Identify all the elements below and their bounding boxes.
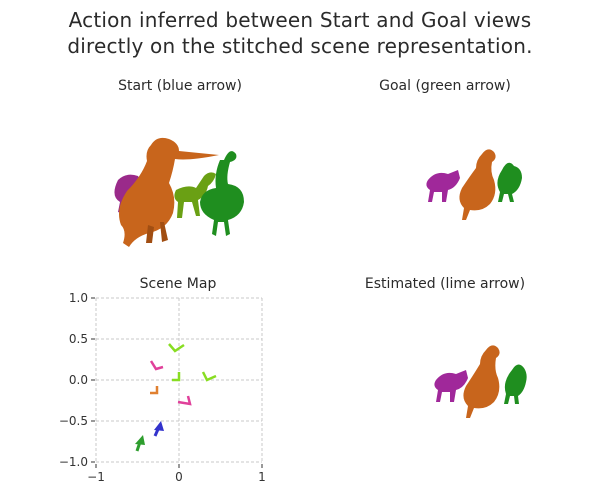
lime-deer xyxy=(174,172,216,218)
magenta-animal xyxy=(434,370,468,402)
start-panel-title: Start (blue arrow) xyxy=(118,78,242,94)
y-tick-label: −0.5 xyxy=(59,414,88,428)
camera-marker-lime xyxy=(172,372,181,382)
pelican xyxy=(459,149,496,220)
y-tick-label: −1.0 xyxy=(59,455,88,469)
green-ostrich xyxy=(200,151,244,236)
estimated-view-image xyxy=(434,345,527,418)
figure-title-line-1: Action inferred between Start and Goal v… xyxy=(68,8,532,32)
goal-view-image xyxy=(426,149,522,220)
x-tick-label: 1 xyxy=(258,470,266,484)
camera-marker-magenta xyxy=(177,395,192,406)
green-ostrich xyxy=(504,364,527,404)
x-tick-label: −1 xyxy=(87,470,105,484)
green-ostrich xyxy=(497,162,522,202)
pelican xyxy=(463,345,500,418)
goal-arrow xyxy=(135,435,145,452)
start-view-image xyxy=(114,137,244,247)
y-tick-label: 1.0 xyxy=(69,291,88,305)
scene-map-plot: 1.0 0.5 0.0 −0.5 −1.0 −1 0 1 xyxy=(59,291,266,484)
figure-title-line-2: directly on the stitched scene represent… xyxy=(67,34,533,58)
camera-marker-lime xyxy=(168,343,185,353)
estimated-panel-title: Estimated (lime arrow) xyxy=(364,276,526,292)
pelican xyxy=(119,137,219,247)
y-tick-label: 0.0 xyxy=(69,373,88,387)
x-tick-label: 0 xyxy=(175,470,183,484)
goal-panel-title: Goal (green arrow) xyxy=(379,78,511,94)
y-tick-label: 0.5 xyxy=(69,332,88,346)
camera-marker-orange xyxy=(150,386,159,395)
camera-marker-magenta xyxy=(149,360,164,371)
scene-map-grid xyxy=(95,297,263,463)
camera-marker-lime xyxy=(201,371,217,382)
scene-map-title: Scene Map xyxy=(139,276,217,292)
magenta-animal xyxy=(426,170,460,202)
start-arrow xyxy=(153,421,164,437)
